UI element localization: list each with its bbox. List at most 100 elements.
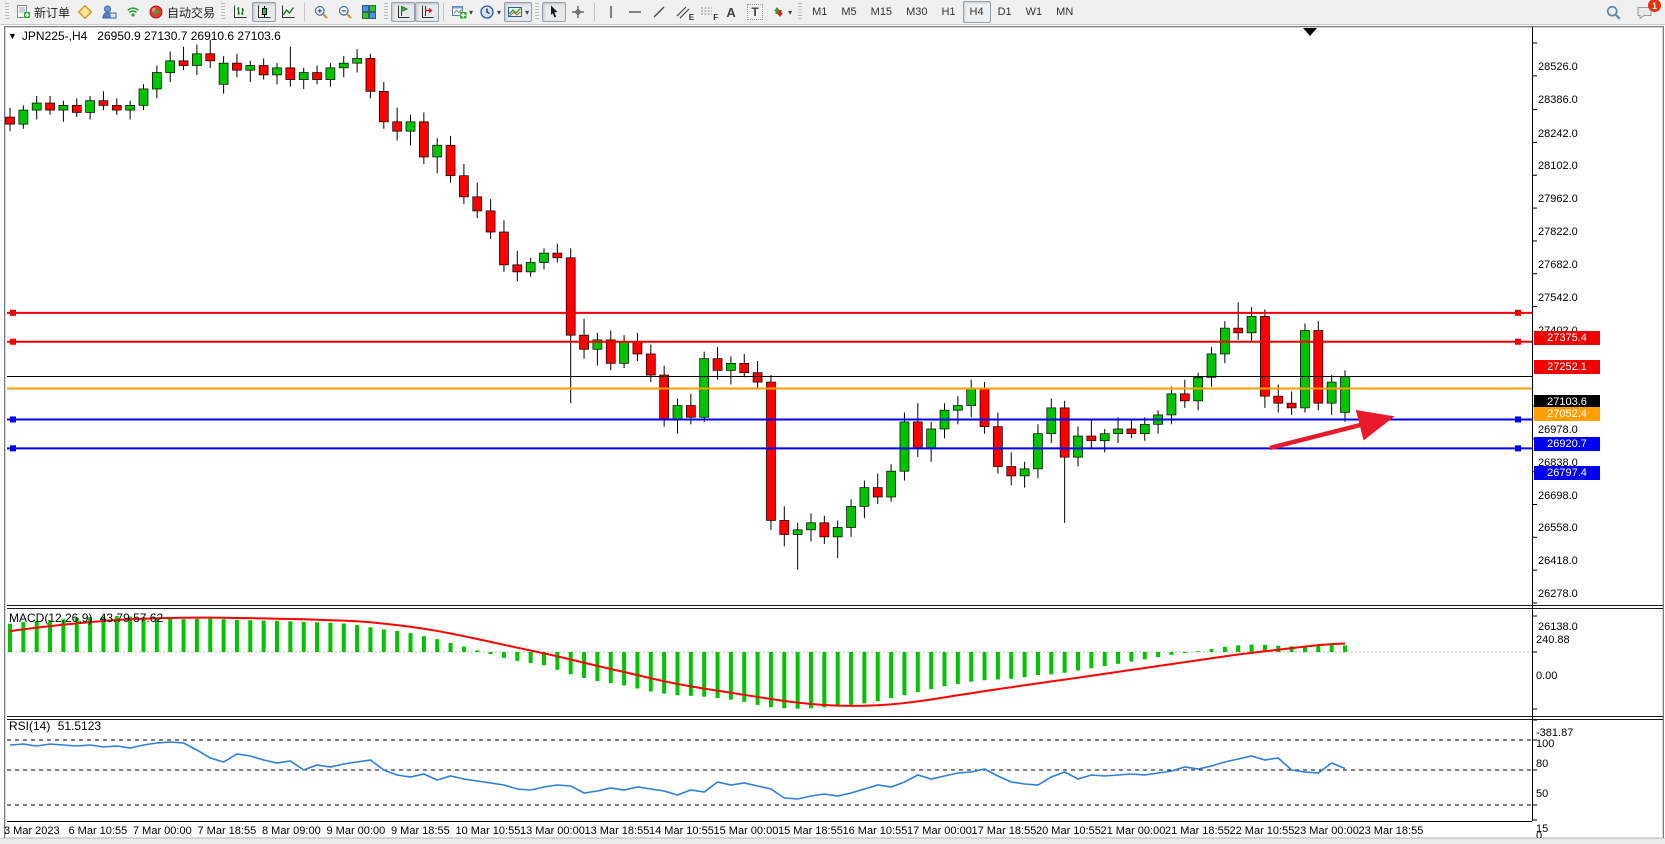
time-axis-label[interactable]: 23 Mar 18:55 xyxy=(1358,825,1424,837)
time-axis-label[interactable]: 15 Mar 18:55 xyxy=(778,825,843,837)
metaeditor-button[interactable] xyxy=(73,2,97,22)
signals-button[interactable] xyxy=(121,2,145,22)
rsi-axis-label: 80 xyxy=(1536,758,1549,770)
time-axis-label[interactable]: 16 Mar 10:55 xyxy=(842,825,908,837)
bar-chart-button[interactable] xyxy=(228,2,252,22)
time-axis-label[interactable]: 14 Mar 10:55 xyxy=(649,825,714,837)
templates-button[interactable]: ▾ xyxy=(504,2,533,22)
search-button[interactable] xyxy=(1601,2,1625,22)
auto-scroll-button[interactable] xyxy=(391,2,416,22)
one-click-expand-icon[interactable]: ▼ xyxy=(8,31,17,41)
periods-button[interactable]: ▾ xyxy=(476,2,504,22)
trend-arrow-object[interactable] xyxy=(1269,409,1395,451)
macd-indicator xyxy=(8,615,1537,710)
time-axis-label[interactable]: 21 Mar 18:55 xyxy=(1165,825,1230,837)
timeframe-m5-button[interactable]: M5 xyxy=(841,6,857,18)
signals-icon xyxy=(127,7,139,17)
timeframe-h4-button[interactable]: H4 xyxy=(962,1,991,23)
time-axis-label[interactable]: 7 Mar 18:55 xyxy=(197,825,257,837)
timeframe-mn-button[interactable]: MN xyxy=(1056,6,1074,18)
terminal-icon xyxy=(102,5,117,19)
fibonacci-icon xyxy=(701,7,713,15)
chart-grid xyxy=(7,27,1663,822)
toolbar-grip xyxy=(5,3,9,21)
toolbar-right-group: 1 xyxy=(1601,0,1661,22)
time-axis-label[interactable]: 3 Mar 2023 xyxy=(4,825,60,837)
candlestick-series xyxy=(5,39,1350,570)
time-axis-label[interactable]: 17 Mar 18:55 xyxy=(971,825,1037,837)
zoom-in-button[interactable] xyxy=(309,2,333,22)
timeframe-d1-button[interactable]: D1 xyxy=(997,6,1012,18)
chart-canvas[interactable] xyxy=(0,25,1665,844)
time-axis-label[interactable]: 10 Mar 10:55 xyxy=(455,825,521,837)
horizontal-line-tool-button[interactable] xyxy=(623,2,647,22)
chart-ohlc-values: 26950.9 27130.7 26910.6 27103.6 xyxy=(97,29,281,43)
channel-tool-button[interactable]: E xyxy=(671,2,695,22)
macd-axis-label: -381.87 xyxy=(1536,727,1574,739)
text-tool-button[interactable]: A xyxy=(719,2,743,22)
price-line-label: 27103.6 xyxy=(1534,394,1600,409)
tile-windows-button[interactable] xyxy=(357,2,381,22)
chart-window: ▼ JPN225-,H4 26950.9 27130.7 26910.6 271… xyxy=(0,25,1665,844)
time-axis-label[interactable]: 22 Mar 10:55 xyxy=(1229,825,1295,837)
price-line-label: 26920.7 xyxy=(1534,437,1600,452)
fibonacci-tool-button[interactable]: F xyxy=(695,2,719,22)
autotrading-button[interactable]: 自动交易 xyxy=(145,2,218,22)
tile-windows-icon xyxy=(362,5,377,19)
time-axis-label[interactable]: 6 Mar 10:55 xyxy=(68,825,128,837)
timeframe-w1-button[interactable]: W1 xyxy=(1025,6,1043,18)
new-order-button[interactable]: 新订单 xyxy=(12,2,73,22)
rsi-axis-label: 50 xyxy=(1536,788,1549,800)
time-axis-label[interactable]: 13 Mar 00:00 xyxy=(520,825,585,837)
time-axis-label[interactable]: 17 Mar 00:00 xyxy=(907,825,972,837)
time-axis-label[interactable]: 20 Mar 10:55 xyxy=(1036,825,1101,837)
add-indicator-icon xyxy=(452,6,467,19)
candlestick-chart-button[interactable] xyxy=(252,2,277,22)
price-line-label: 26797.4 xyxy=(1534,466,1600,481)
autotrading-icon xyxy=(149,5,163,19)
fibonacci-letter: F xyxy=(713,13,719,22)
time-axis-label[interactable]: 13 Mar 18:55 xyxy=(584,825,650,837)
price-tick-label: 28526.0 xyxy=(1538,61,1578,73)
notifications-button[interactable]: 1 xyxy=(1633,0,1661,22)
timeframe-m30-button[interactable]: M30 xyxy=(906,6,928,18)
timeframe-h1-button[interactable]: H1 xyxy=(941,6,956,18)
price-tick-label: 26698.0 xyxy=(1538,489,1578,502)
dropdown-caret: ▾ xyxy=(788,7,793,17)
chart-shift-icon xyxy=(422,5,434,18)
text-label-tool-button[interactable]: T xyxy=(743,2,767,22)
zoom-out-button[interactable] xyxy=(333,2,357,22)
timeframe-m1-button[interactable]: M1 xyxy=(812,6,828,18)
bottom-scroll-strip[interactable] xyxy=(0,838,1665,844)
vertical-line-icon xyxy=(610,6,612,18)
time-axis-label[interactable]: 21 Mar 00:00 xyxy=(1100,825,1166,837)
trendline-tool-button[interactable] xyxy=(647,2,671,22)
timeframe-m15-button[interactable]: M15 xyxy=(870,6,893,18)
line-chart-button[interactable] xyxy=(276,2,300,22)
vertical-line-tool-button[interactable] xyxy=(599,2,623,22)
price-tick-label: 28102.0 xyxy=(1538,160,1578,173)
add-indicator-button[interactable]: ▾ xyxy=(448,2,476,22)
price-tick-label: 27542.0 xyxy=(1538,291,1578,304)
time-axis-label[interactable]: 23 Mar 00:00 xyxy=(1294,825,1359,837)
arrows-tool-button[interactable]: ▾ xyxy=(767,2,795,22)
horizontal-line-objects[interactable] xyxy=(7,309,1532,452)
time-axis-label[interactable]: 9 Mar 18:55 xyxy=(391,825,450,837)
rsi-name: RSI(14) xyxy=(9,719,51,733)
time-axis-label[interactable]: 7 Mar 00:00 xyxy=(133,825,192,837)
macd-axis-label: 240.88 xyxy=(1536,634,1570,647)
cursor-tool-button[interactable] xyxy=(542,2,567,22)
new-order-label: 新订单 xyxy=(34,5,71,20)
time-axis-label[interactable]: 8 Mar 09:00 xyxy=(262,825,321,837)
chart-shift-button[interactable] xyxy=(415,2,440,22)
time-axis-label[interactable]: 9 Mar 00:00 xyxy=(326,825,386,837)
toolbar-separator xyxy=(443,3,445,21)
terminal-button[interactable] xyxy=(97,2,121,22)
crosshair-tool-button[interactable] xyxy=(566,2,590,22)
time-axis-label[interactable]: 15 Mar 00:00 xyxy=(713,825,779,837)
rsi-indicator xyxy=(7,719,1537,821)
crosshair-icon xyxy=(572,6,585,18)
price-line-label: 27252.1 xyxy=(1534,359,1600,374)
toolbar-grip xyxy=(535,3,540,21)
